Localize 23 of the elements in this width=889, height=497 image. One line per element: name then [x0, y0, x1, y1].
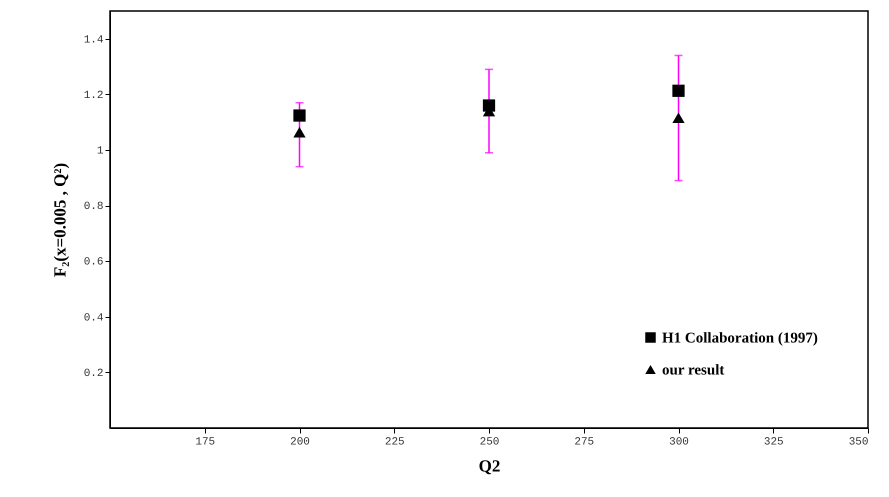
y-tick-label: 0.8	[84, 201, 104, 214]
y-tick-label: 1.2	[84, 90, 104, 102]
legend-label: H1 Collaboration (1997)	[662, 330, 818, 346]
y-tick-label: 1.4	[84, 34, 104, 46]
x-tick-label: 175	[195, 436, 216, 448]
legend-label: our result	[662, 362, 724, 378]
y-tick-label: 1	[96, 146, 104, 158]
x-tick-label: 200	[290, 436, 310, 448]
x-tick-label: 250	[480, 436, 500, 448]
x-tick-label: 350	[848, 436, 868, 448]
y-axis-title: F₂(x=0.005 , Q²)	[50, 162, 70, 278]
x-tick-label: 275	[574, 436, 594, 448]
x-tick-label: 325	[764, 436, 784, 448]
x-tick-label: 300	[669, 436, 689, 448]
point	[293, 126, 306, 138]
point	[672, 84, 685, 97]
y-tick-label: 0.4	[84, 312, 104, 324]
point	[672, 112, 685, 124]
y-tick-label: 0.6	[84, 256, 104, 269]
point	[293, 109, 306, 122]
x-axis-title: Q2	[478, 456, 500, 476]
y-tick-label: 0.2	[84, 368, 104, 380]
x-tick-label: 225	[384, 436, 405, 448]
